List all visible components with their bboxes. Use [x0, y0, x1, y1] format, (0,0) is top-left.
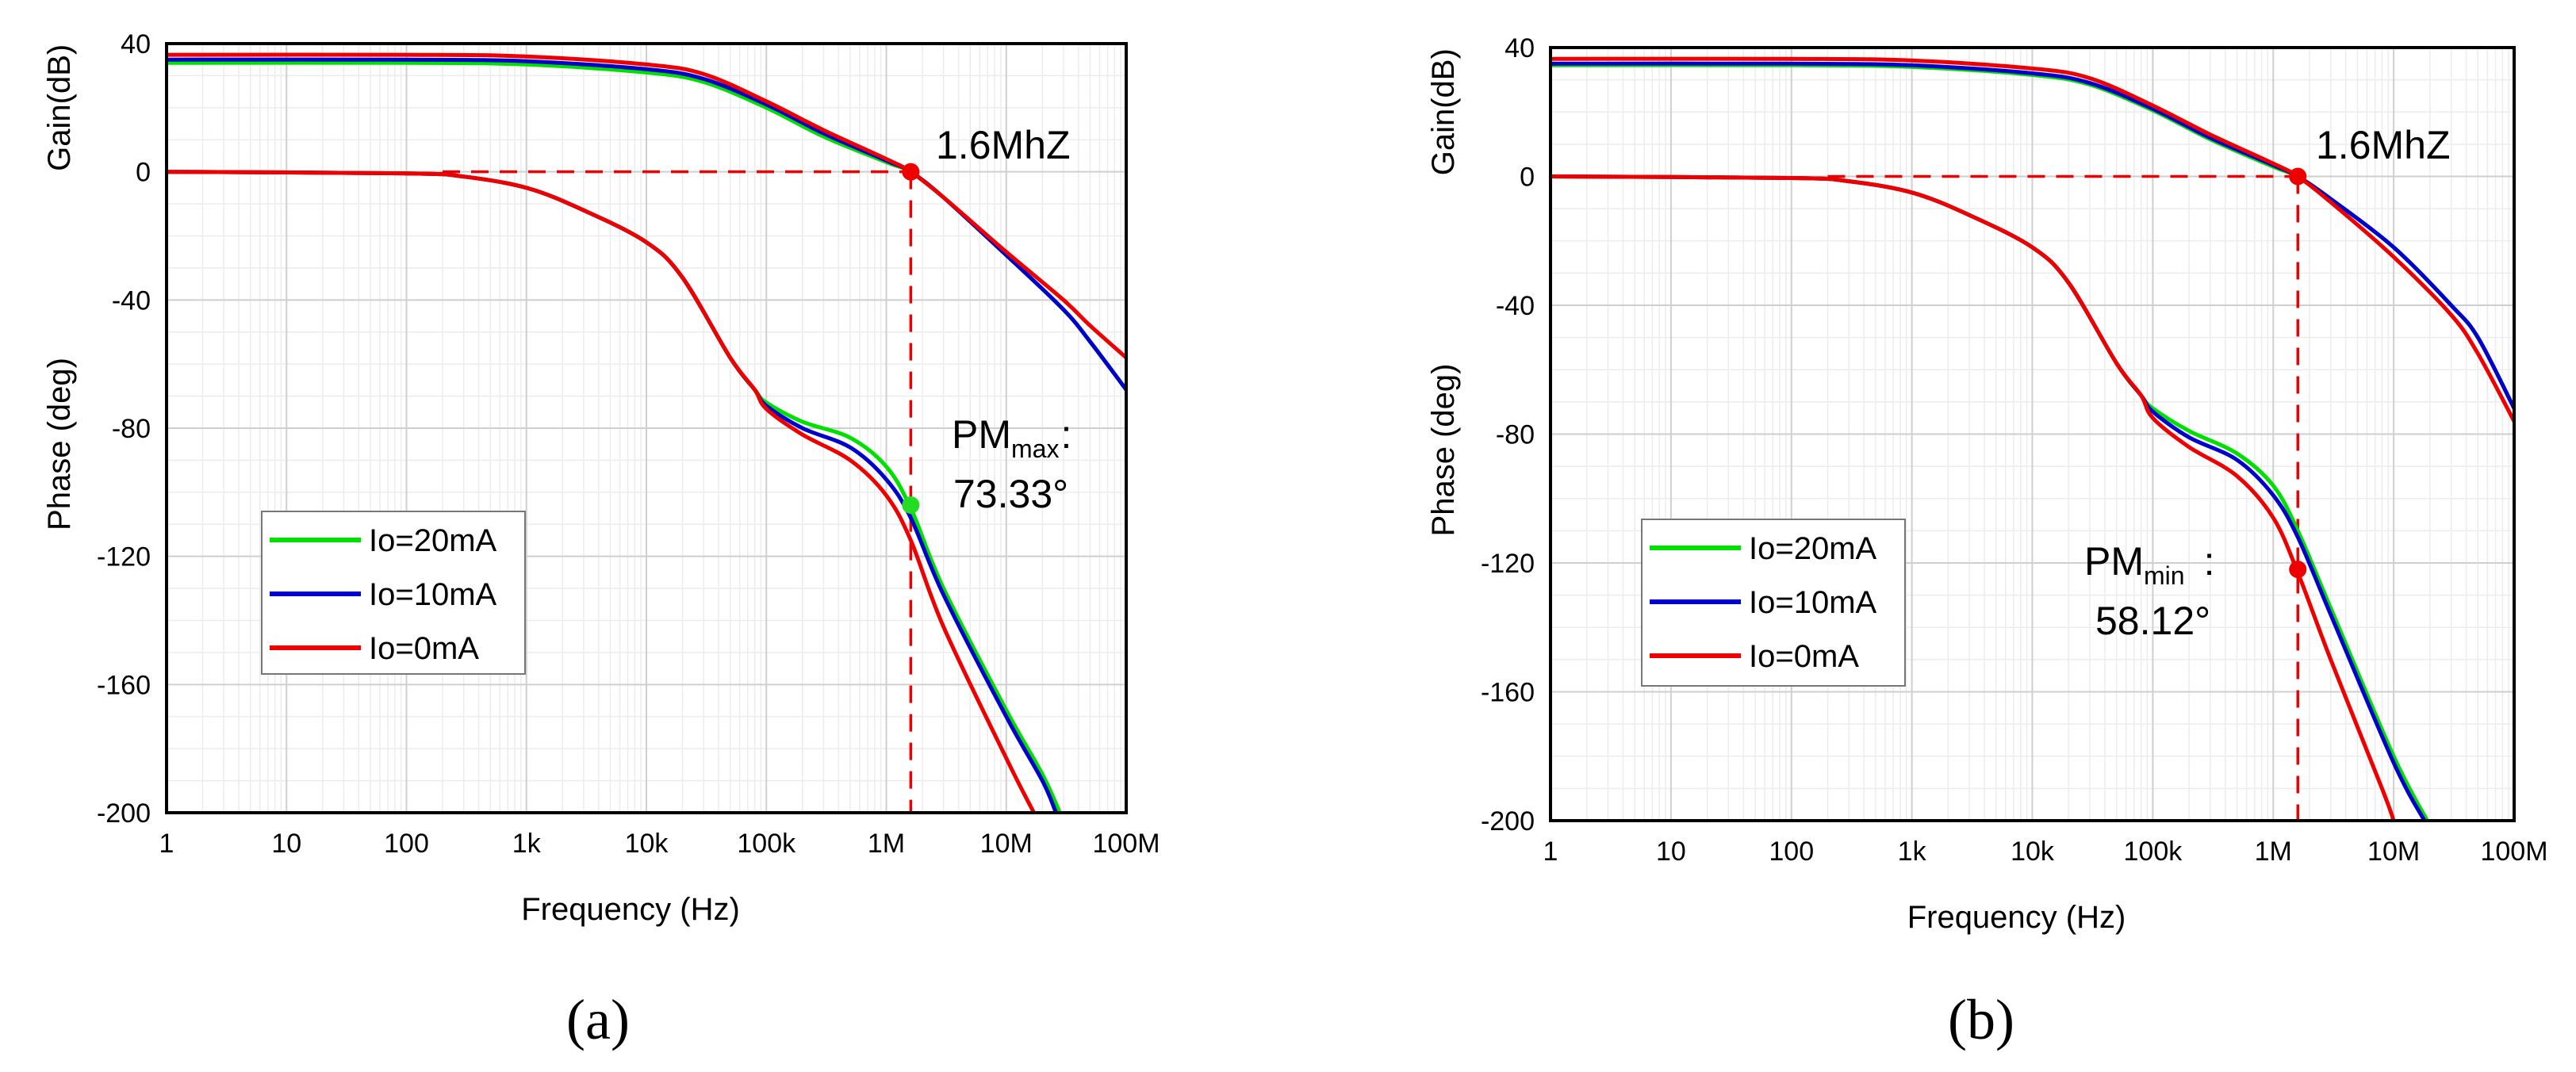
x-tick-label: 10k: [2011, 837, 2055, 867]
x-axis-title: Frequency (Hz): [521, 892, 740, 927]
x-tick-label: 100k: [737, 829, 796, 859]
x-axis-title: Frequency (Hz): [1907, 900, 2126, 935]
legend-label: Io=10mA: [1749, 585, 1877, 620]
phase-margin-label: PMmin:: [2084, 539, 2214, 590]
x-tick-label: 10M: [2367, 837, 2420, 867]
y-tick-label: 40: [121, 29, 151, 59]
x-tick-label: 1: [159, 829, 174, 859]
y-axis-title-phase: Phase (deg): [1426, 364, 1461, 537]
y-tick-label: -120: [1481, 549, 1535, 579]
panel-label: (b): [1948, 988, 2014, 1051]
phase-margin-value: 73.33°: [953, 472, 1068, 516]
series-line-gain-io-0ma: [1551, 56, 2514, 423]
y-tick-label: -160: [97, 670, 151, 700]
y-axis-title-gain: Gain(dB): [42, 44, 77, 171]
y-tick-label: -160: [1481, 678, 1535, 708]
x-tick-label: 100: [384, 829, 429, 859]
y-tick-label: 0: [1520, 163, 1535, 193]
y-tick-label: 0: [136, 158, 151, 188]
legend-label: Io=10mA: [369, 577, 497, 612]
x-tick-label: 1M: [2255, 837, 2292, 867]
phase-margin-marker: [2289, 561, 2307, 579]
x-tick-label: 1: [1543, 837, 1558, 867]
x-tick-label: 100M: [1092, 829, 1160, 859]
x-tick-label: 10: [1656, 837, 1686, 867]
x-tick-label: 100: [1769, 837, 1814, 867]
x-tick-label: 1k: [1898, 837, 1927, 867]
y-tick-label: -40: [1496, 291, 1535, 321]
crossover-label: 1.6MhZ: [936, 123, 1071, 167]
pm-main: PM: [2084, 539, 2144, 584]
series-line-phase-io-0ma: [167, 170, 1037, 813]
chart-panel-a: 1 10 100 1k 10k 100k 1M 10M 100M 40 0 -40 -80 -120 -16…: [42, 29, 1160, 1051]
series-group: [1551, 56, 2514, 821]
crossover-marker: [902, 163, 920, 181]
y-tick-label: -80: [112, 414, 151, 444]
series-line-gain-io-10ma: [1551, 61, 2514, 411]
x-tick-label: 10: [271, 829, 301, 859]
crossover-label: 1.6MhZ: [2316, 123, 2451, 167]
series-line-gain-io-10ma: [167, 57, 1126, 392]
pm-colon: :: [1060, 412, 1071, 457]
x-tick-label: 1M: [868, 829, 905, 859]
chart-panel-b: 1 10 100 1k 10k 100k 1M 10M 100M 40 0 -40 -80 -120 -16…: [1426, 33, 2548, 1051]
phase-margin-marker: [902, 496, 920, 514]
pm-subscript: min: [2144, 561, 2185, 590]
crossover-marker: [2289, 167, 2307, 186]
plot-frame: [165, 42, 1128, 814]
legend-label: Io=20mA: [1749, 531, 1877, 566]
plot-frame: [1549, 46, 2516, 822]
legend: Io=20mA Io=10mA Io=0mA: [1641, 519, 1906, 687]
phase-margin-label: PMmax:: [952, 412, 1071, 463]
x-tick-label: 100k: [2124, 837, 2183, 867]
pm-subscript: max: [1011, 435, 1059, 463]
x-tick-label: 1k: [512, 829, 542, 859]
pm-main: PM: [952, 412, 1011, 457]
legend-label: Io=20mA: [369, 523, 497, 558]
series-line-phase-io-0ma: [1551, 174, 2396, 821]
x-tick-label: 10M: [980, 829, 1033, 859]
series-group: [167, 52, 1126, 813]
x-tick-label: 10k: [625, 829, 669, 859]
phase-margin-value: 58.12°: [2095, 599, 2210, 643]
legend-label: Io=0mA: [1749, 639, 1859, 674]
y-tick-label: -40: [112, 285, 151, 316]
y-axis-title-gain: Gain(dB): [1426, 48, 1461, 175]
pm-colon: :: [2204, 539, 2215, 584]
y-tick-label: -80: [1496, 420, 1535, 450]
series-line-gain-io-0ma: [167, 52, 1126, 360]
legend: Io=20mA Io=10mA Io=0mA: [261, 511, 526, 675]
x-tick-label: 100M: [2480, 837, 2547, 867]
y-axis-title-phase: Phase (deg): [42, 358, 77, 530]
y-tick-label: -200: [1481, 806, 1535, 837]
y-tick-label: 40: [1505, 33, 1535, 63]
legend-label: Io=0mA: [369, 631, 479, 666]
y-tick-label: -120: [97, 542, 151, 572]
y-tick-label: -200: [97, 798, 151, 829]
panel-label: (a): [566, 988, 630, 1051]
